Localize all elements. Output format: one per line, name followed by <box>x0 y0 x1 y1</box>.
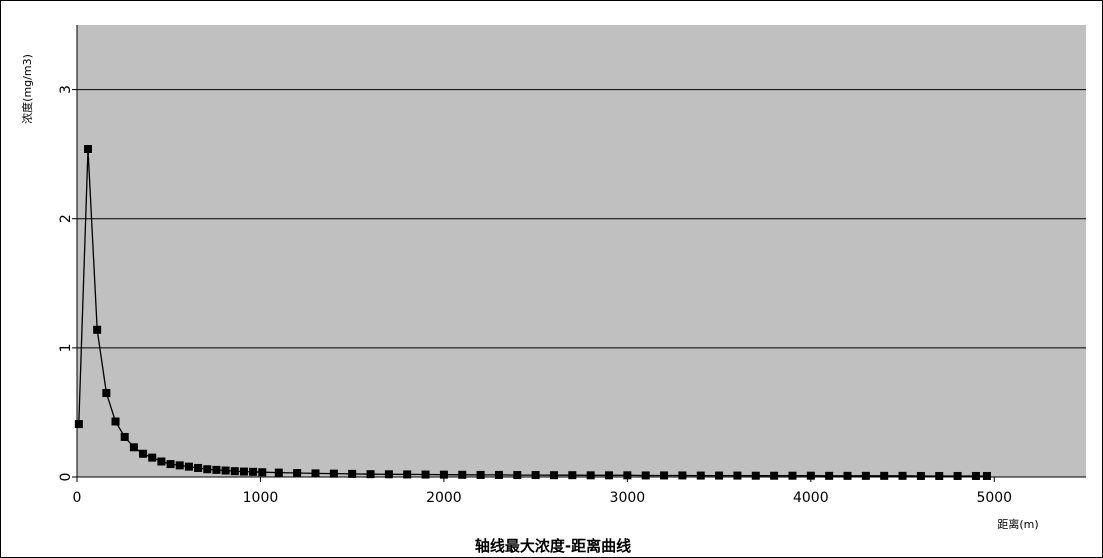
data-point <box>203 465 212 474</box>
data-point <box>953 471 962 480</box>
x-tick-label: 2000 <box>426 490 462 506</box>
data-point <box>274 468 283 477</box>
data-point <box>175 461 184 470</box>
data-point <box>93 325 102 334</box>
data-point <box>531 471 540 480</box>
data-point <box>403 470 412 479</box>
x-tick-label: 3000 <box>610 490 646 506</box>
data-point <box>74 420 83 429</box>
data-point <box>311 469 320 478</box>
data-point <box>549 471 558 480</box>
data-point <box>971 471 980 480</box>
data-point <box>623 471 632 480</box>
data-point <box>157 457 166 466</box>
plot-area <box>77 25 1086 477</box>
data-point <box>788 471 797 480</box>
data-point <box>476 470 485 479</box>
data-point <box>982 471 991 480</box>
grid-lines <box>77 89 1086 349</box>
x-tick-label: 1000 <box>243 490 279 506</box>
data-point <box>258 468 267 477</box>
y-axis-label: 浓度(mg/m3) <box>20 54 34 124</box>
data-point <box>641 471 650 480</box>
data-point <box>568 471 577 480</box>
tick-labels: 0 1000 2000 3000 4000 5000 0 1 2 3 <box>58 85 1012 506</box>
data-point <box>513 471 522 480</box>
data-point <box>421 470 430 479</box>
data-point <box>605 471 614 480</box>
data-point <box>696 471 705 480</box>
series-markers <box>74 144 991 480</box>
data-point <box>586 471 595 480</box>
data-point <box>715 471 724 480</box>
data-point <box>129 443 138 452</box>
data-point <box>733 471 742 480</box>
data-point <box>935 471 944 480</box>
y-tick-label: 0 <box>58 473 74 482</box>
chart-title: 轴线最大浓度-距离曲线 <box>475 537 631 555</box>
data-point <box>916 471 925 480</box>
y-tick-label: 2 <box>58 214 74 223</box>
data-point <box>348 469 357 478</box>
data-point <box>120 432 129 441</box>
x-tick-label: 4000 <box>793 490 829 506</box>
data-point <box>111 417 120 426</box>
data-point <box>293 468 302 477</box>
y-tick-label: 3 <box>58 85 74 94</box>
data-point <box>806 471 815 480</box>
data-point <box>84 144 93 153</box>
data-point <box>898 471 907 480</box>
x-axis-label: 距离(m) <box>997 517 1038 531</box>
data-point <box>770 471 779 480</box>
data-point <box>458 470 467 479</box>
data-point <box>166 460 175 469</box>
data-point <box>249 467 258 476</box>
data-point <box>843 471 852 480</box>
x-tick-label: 0 <box>73 490 82 506</box>
data-point <box>139 449 148 458</box>
data-point <box>660 471 669 480</box>
x-tick-label: 5000 <box>976 490 1012 506</box>
data-point <box>439 470 448 479</box>
data-point <box>194 463 203 472</box>
y-tick-label: 1 <box>58 343 74 352</box>
data-point <box>384 470 393 479</box>
data-point <box>880 471 889 480</box>
data-point <box>751 471 760 480</box>
data-point <box>678 471 687 480</box>
data-point <box>230 467 239 476</box>
data-point <box>221 466 230 475</box>
data-point <box>102 389 111 398</box>
data-point <box>239 467 248 476</box>
data-point <box>148 453 157 462</box>
data-point <box>329 469 338 478</box>
data-point <box>184 462 193 471</box>
data-point <box>861 471 870 480</box>
data-point <box>825 471 834 480</box>
data-point <box>212 465 221 474</box>
data-point <box>366 470 375 479</box>
data-point <box>494 470 503 479</box>
